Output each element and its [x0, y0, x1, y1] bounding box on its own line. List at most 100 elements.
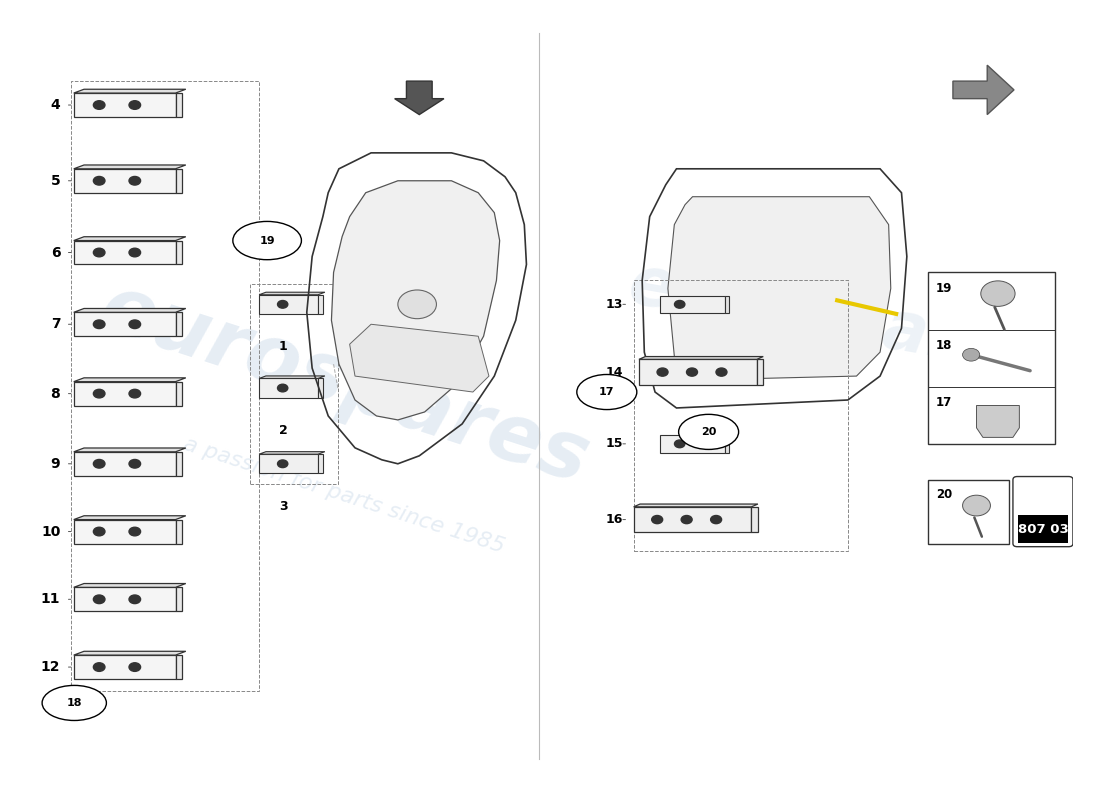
Polygon shape — [74, 241, 176, 265]
Text: 8: 8 — [51, 386, 60, 401]
Circle shape — [94, 595, 104, 604]
Polygon shape — [634, 507, 751, 532]
Polygon shape — [260, 452, 324, 454]
Ellipse shape — [679, 414, 738, 450]
Circle shape — [129, 390, 141, 398]
Polygon shape — [668, 197, 891, 380]
Circle shape — [681, 515, 692, 524]
Bar — [928, 480, 1009, 543]
Polygon shape — [74, 165, 186, 169]
Polygon shape — [74, 378, 186, 382]
Polygon shape — [74, 452, 176, 476]
Text: 7: 7 — [51, 318, 60, 331]
Text: eurospares: eurospares — [90, 268, 598, 500]
Text: 16: 16 — [605, 513, 623, 526]
Bar — [928, 273, 1055, 444]
Circle shape — [129, 248, 141, 257]
Circle shape — [711, 515, 722, 524]
Circle shape — [674, 301, 685, 308]
Text: 17: 17 — [600, 387, 615, 397]
Polygon shape — [74, 516, 186, 519]
Text: 10: 10 — [41, 525, 60, 538]
Polygon shape — [176, 655, 182, 679]
Polygon shape — [757, 359, 763, 385]
Polygon shape — [74, 382, 176, 406]
Text: 1: 1 — [278, 340, 287, 354]
Circle shape — [94, 459, 104, 468]
Text: 20: 20 — [701, 427, 716, 437]
Polygon shape — [395, 81, 444, 114]
Polygon shape — [176, 382, 182, 406]
Polygon shape — [318, 454, 322, 474]
Circle shape — [129, 320, 141, 329]
Polygon shape — [660, 435, 725, 453]
Text: 2: 2 — [278, 424, 287, 437]
Circle shape — [277, 384, 288, 392]
Polygon shape — [74, 448, 186, 452]
Polygon shape — [318, 294, 322, 314]
Polygon shape — [74, 93, 176, 117]
Polygon shape — [74, 90, 186, 93]
Polygon shape — [74, 587, 176, 611]
Circle shape — [657, 368, 668, 376]
Text: 15: 15 — [605, 438, 623, 450]
Polygon shape — [176, 587, 182, 611]
Text: 3: 3 — [279, 500, 287, 513]
Text: 19: 19 — [260, 235, 275, 246]
Circle shape — [94, 390, 104, 398]
Polygon shape — [634, 504, 758, 507]
Circle shape — [277, 301, 288, 308]
Circle shape — [716, 368, 727, 376]
Polygon shape — [176, 241, 182, 265]
Polygon shape — [74, 309, 186, 312]
Polygon shape — [260, 376, 324, 378]
Circle shape — [94, 320, 104, 329]
Circle shape — [94, 527, 104, 536]
Circle shape — [981, 281, 1015, 306]
Polygon shape — [331, 181, 499, 420]
Text: 19: 19 — [936, 282, 953, 295]
Ellipse shape — [42, 686, 107, 721]
Circle shape — [129, 177, 141, 185]
Polygon shape — [660, 295, 725, 313]
Circle shape — [674, 440, 685, 448]
Polygon shape — [639, 357, 763, 359]
Circle shape — [94, 101, 104, 110]
Text: 17: 17 — [936, 396, 952, 410]
Ellipse shape — [576, 374, 637, 410]
Circle shape — [129, 595, 141, 604]
Text: 18: 18 — [936, 339, 953, 352]
Circle shape — [94, 662, 104, 671]
Polygon shape — [74, 312, 176, 336]
Bar — [1019, 515, 1068, 542]
Polygon shape — [176, 93, 182, 117]
Polygon shape — [260, 294, 318, 314]
Text: 12: 12 — [41, 660, 60, 674]
Polygon shape — [260, 454, 318, 474]
Text: 14: 14 — [605, 366, 623, 378]
Polygon shape — [74, 519, 176, 543]
Polygon shape — [74, 651, 186, 655]
FancyBboxPatch shape — [1013, 477, 1072, 546]
Text: 6: 6 — [51, 246, 60, 259]
Polygon shape — [318, 378, 322, 398]
Polygon shape — [176, 169, 182, 193]
Text: 807 03: 807 03 — [1018, 523, 1068, 536]
Text: 18: 18 — [66, 698, 82, 708]
Circle shape — [129, 662, 141, 671]
Polygon shape — [953, 65, 1014, 114]
Text: 20: 20 — [936, 488, 952, 501]
Polygon shape — [74, 655, 176, 679]
Polygon shape — [176, 452, 182, 476]
Text: 11: 11 — [41, 592, 60, 606]
Circle shape — [129, 101, 141, 110]
Polygon shape — [74, 169, 176, 193]
Bar — [634, 281, 848, 551]
Polygon shape — [725, 295, 729, 313]
Text: 5: 5 — [51, 174, 60, 188]
Circle shape — [94, 177, 104, 185]
Polygon shape — [74, 583, 186, 587]
Text: eurospares: eurospares — [624, 251, 1050, 390]
Polygon shape — [260, 378, 318, 398]
Bar — [250, 285, 338, 484]
